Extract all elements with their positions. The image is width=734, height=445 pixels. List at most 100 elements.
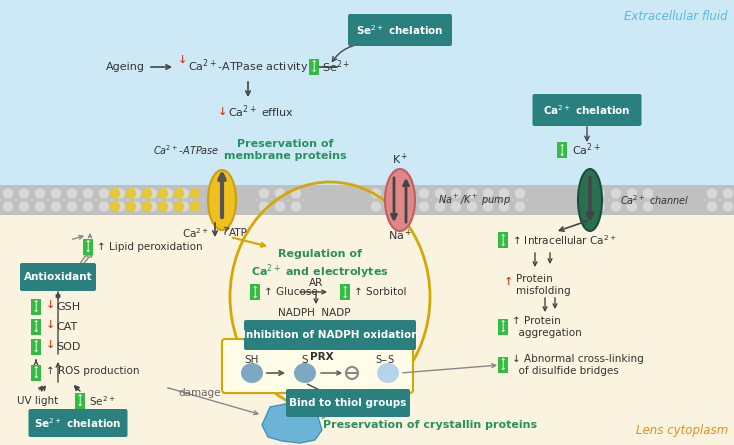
Circle shape (159, 189, 167, 198)
Circle shape (644, 202, 653, 211)
Text: ↓: ↓ (46, 300, 55, 310)
Circle shape (111, 189, 120, 198)
Circle shape (611, 202, 620, 211)
Text: ↓: ↓ (310, 65, 317, 74)
Text: ↑: ↑ (33, 365, 39, 375)
Bar (498, 357, 508, 373)
Circle shape (35, 202, 45, 211)
Text: ↑: ↑ (252, 284, 258, 294)
Circle shape (500, 189, 509, 198)
Text: ↓: ↓ (33, 306, 39, 315)
Text: ↑ Protein
  aggregation: ↑ Protein aggregation (512, 316, 582, 338)
Circle shape (35, 189, 45, 198)
Text: ↑ Sorbitol: ↑ Sorbitol (354, 287, 407, 297)
Circle shape (371, 202, 380, 211)
Circle shape (388, 202, 396, 211)
Circle shape (100, 189, 109, 198)
Circle shape (159, 202, 167, 211)
Text: ↑: ↑ (559, 142, 565, 151)
FancyBboxPatch shape (244, 320, 416, 350)
Text: Ca$^{2+}$: Ca$^{2+}$ (572, 142, 600, 158)
Circle shape (100, 202, 109, 211)
Circle shape (175, 202, 184, 211)
Circle shape (111, 202, 120, 211)
Text: ↑ Glucose: ↑ Glucose (264, 287, 318, 297)
Text: NADPH  NADP: NADPH NADP (278, 308, 351, 318)
Circle shape (628, 189, 636, 198)
Circle shape (484, 189, 493, 198)
Text: ↑: ↑ (33, 320, 39, 328)
Text: Extracellular fluid: Extracellular fluid (625, 10, 728, 23)
Text: Ca$^{2+}$ efflux: Ca$^{2+}$ efflux (228, 104, 294, 120)
Bar (31, 339, 41, 355)
Circle shape (180, 189, 189, 198)
Circle shape (164, 189, 172, 198)
Ellipse shape (578, 169, 602, 231)
FancyBboxPatch shape (532, 94, 642, 126)
Text: ↓: ↓ (500, 239, 506, 247)
Circle shape (260, 189, 269, 198)
Text: Se$^{2+}$: Se$^{2+}$ (89, 394, 115, 408)
Circle shape (708, 202, 716, 211)
Bar (31, 319, 41, 335)
Circle shape (484, 202, 493, 211)
Text: Protein
misfolding: Protein misfolding (516, 274, 570, 296)
Circle shape (468, 189, 476, 198)
Circle shape (142, 202, 151, 211)
Bar (0, 0, 734, 185)
Circle shape (20, 202, 29, 211)
Text: S: S (375, 355, 381, 365)
Text: Ca$^{2+}$ chelation: Ca$^{2+}$ chelation (543, 103, 631, 117)
Circle shape (515, 189, 525, 198)
Circle shape (84, 189, 92, 198)
Bar (0, 185, 734, 215)
Circle shape (115, 202, 125, 211)
Circle shape (724, 189, 733, 198)
Text: ↓: ↓ (218, 107, 228, 117)
Circle shape (595, 202, 605, 211)
Circle shape (500, 202, 509, 211)
Circle shape (404, 189, 413, 198)
Circle shape (420, 202, 429, 211)
Text: ↑: ↑ (500, 232, 506, 242)
Bar (75, 393, 85, 409)
Text: Lens cytoplasm: Lens cytoplasm (636, 424, 728, 437)
Circle shape (595, 189, 605, 198)
Circle shape (644, 189, 653, 198)
Text: Preservation of
membrane proteins: Preservation of membrane proteins (224, 139, 346, 161)
Circle shape (388, 189, 396, 198)
Circle shape (142, 189, 151, 198)
Bar (340, 284, 350, 300)
Bar (557, 142, 567, 158)
Text: GSH: GSH (56, 302, 80, 312)
Text: ↓: ↓ (500, 364, 506, 372)
Text: ↑: ↑ (77, 393, 83, 402)
Text: PRX: PRX (310, 352, 334, 362)
Text: ↑: ↑ (504, 277, 513, 287)
Text: SH: SH (245, 355, 259, 365)
Circle shape (51, 189, 60, 198)
Text: Ca$^{2+}$-ATPase: Ca$^{2+}$-ATPase (153, 143, 220, 157)
FancyBboxPatch shape (20, 263, 96, 291)
Text: CAT: CAT (56, 322, 77, 332)
Text: ↓: ↓ (33, 345, 39, 355)
Text: K$^+$: K$^+$ (392, 151, 408, 166)
Text: ↓: ↓ (342, 291, 348, 299)
Text: ↓: ↓ (500, 325, 506, 335)
Text: ↑: ↑ (500, 320, 506, 328)
Ellipse shape (208, 170, 236, 230)
Bar (83, 239, 93, 255)
Text: ↑ ROS production: ↑ ROS production (46, 366, 139, 376)
Text: ↓: ↓ (77, 400, 83, 409)
Text: --: -- (380, 355, 388, 365)
Circle shape (4, 189, 12, 198)
Text: ↓: ↓ (559, 149, 565, 158)
Text: Se$^{2+}$: Se$^{2+}$ (322, 59, 350, 75)
Text: ↑: ↑ (85, 239, 91, 248)
Text: ↓: ↓ (178, 55, 187, 65)
Text: ↑: ↑ (342, 284, 348, 294)
Circle shape (126, 202, 136, 211)
Text: Se$^{2+}$ chelation: Se$^{2+}$ chelation (356, 23, 444, 37)
Circle shape (451, 189, 460, 198)
FancyBboxPatch shape (29, 409, 128, 437)
